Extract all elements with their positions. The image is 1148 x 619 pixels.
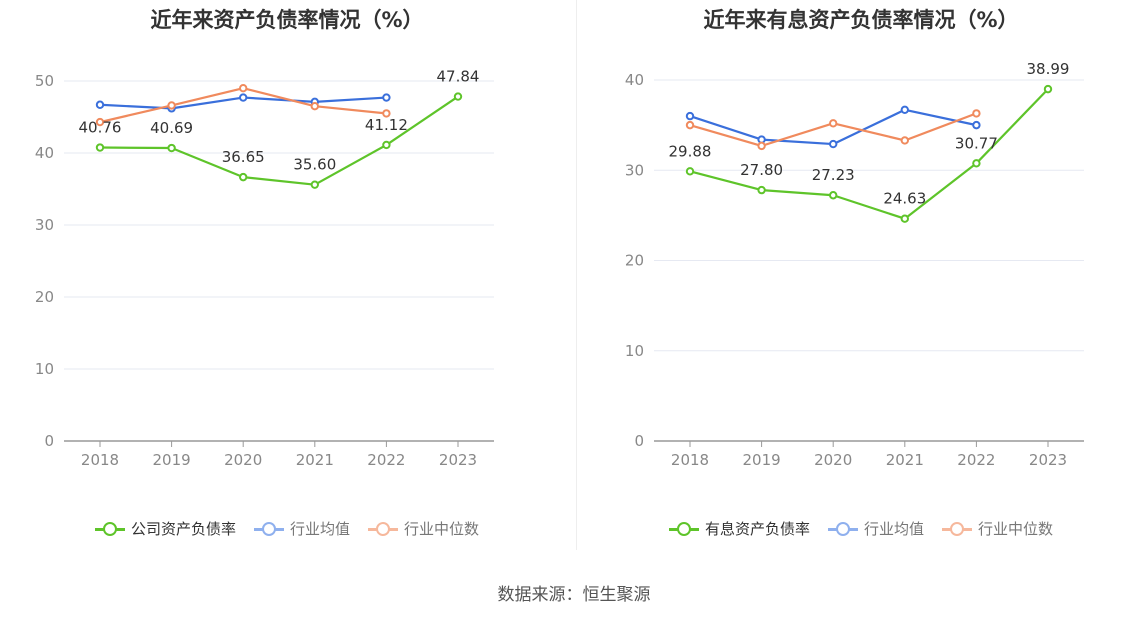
y-tick-label: 20 [625,252,644,270]
x-tick-label: 2018 [81,451,119,469]
chart-title: 近年来资产负债率情况（%） [150,8,424,32]
data-point [829,191,838,200]
legend-item-industry-avg[interactable]: 行业均值 [827,518,924,539]
data-label: 47.84 [437,68,480,86]
data-point [685,120,695,130]
y-tick-label: 20 [35,288,54,306]
legend-swatch-icon [368,521,398,536]
data-label: 27.80 [740,161,783,179]
data-label: 36.65 [222,148,265,166]
chart-legend: 有息资产负债率 行业均值 行业中位数 [574,518,1148,539]
x-tick-label: 2021 [886,451,924,469]
y-tick-label: 0 [44,432,54,450]
series-line-0 [99,95,459,186]
chart-panel-interest-debt-ratio: 近年来有息资产负债率情况（%） 0 10 20 30 40 2018 2019 2020 202… [574,0,1148,560]
x-tick-label: 2019 [743,451,781,469]
data-point [239,172,248,182]
legend-label: 行业均值 [289,520,350,538]
data-point [900,214,909,223]
legend-label: 有息资产负债率 [704,520,810,538]
data-point [1043,84,1053,94]
legend-item-industry-median[interactable]: 行业中位数 [368,518,479,539]
data-point [972,120,981,130]
data-point [95,143,105,152]
y-tick-label: 0 [634,432,644,450]
x-tick-label: 2020 [814,451,852,469]
data-label: 27.23 [812,166,855,184]
data-point [972,159,981,168]
data-label: 40.69 [150,119,193,137]
series-line-0 [689,88,1049,220]
y-tick-label: 10 [35,360,54,378]
x-tick-label: 2023 [1029,451,1067,469]
x-tick-label: 2019 [153,451,191,469]
data-point [95,100,105,109]
chart-panel-debt-ratio: 近年来资产负债率情况（%） 0 10 20 30 40 50 2018 2019 2020 202… [0,0,574,560]
data-source-note: 数据来源：恒生聚源 [497,585,651,605]
data-point [95,117,105,127]
data-point [757,185,766,195]
data-point [685,111,695,121]
series-line-2 [99,87,387,124]
y-tick-label: 50 [35,72,54,90]
data-point [167,101,176,110]
data-label: 29.88 [669,142,712,160]
x-tick-label: 2023 [439,451,477,469]
y-tick-label: 40 [625,71,644,89]
y-tick-label: 30 [35,216,54,234]
data-point [239,93,248,102]
legend-item-company[interactable]: 有息资产负债率 [668,518,810,539]
x-tick-label: 2021 [296,451,334,469]
y-tick-label: 30 [625,161,644,179]
chart-interest-debt-ratio-svg: 0 10 20 30 40 2018 2019 2020 2021 2022 2023 29.88 27… [625,60,1084,469]
data-point [900,105,909,114]
data-point [829,139,838,149]
data-point [453,92,463,101]
data-point [382,109,391,118]
legend-item-company[interactable]: 公司资产负债率 [94,518,236,539]
legend-swatch-icon [827,521,858,536]
data-point [829,119,838,128]
x-tick-label: 2018 [671,451,709,469]
legend-swatch-icon [668,521,699,536]
legend-item-industry-avg[interactable]: 行业均值 [253,518,350,539]
legend-swatch-icon [94,521,125,536]
x-tick-label: 2022 [957,451,995,469]
chart-legend: 公司资产负债率 行业均值 行业中位数 [0,518,574,539]
y-tick-label: 10 [625,342,644,360]
y-tick-label: 40 [35,144,54,162]
data-label: 38.99 [1027,60,1070,78]
legend-swatch-icon [253,521,284,536]
data-point [972,109,981,118]
panel-divider [576,0,577,550]
data-point [382,140,391,150]
legend-item-industry-median[interactable]: 行业中位数 [942,518,1053,539]
x-tick-label: 2020 [224,451,262,469]
data-point [239,84,248,93]
data-point [757,141,766,151]
legend-label: 公司资产负债率 [130,520,236,538]
data-point [310,102,319,111]
chart-title: 近年来有息资产负债率情况（%） [703,8,1019,32]
data-point [167,143,176,153]
data-label: 30.77 [955,134,998,152]
data-point [382,93,391,102]
data-point [685,167,695,176]
x-tick-label: 2022 [367,451,405,469]
data-label: 35.60 [293,156,336,174]
data-label: 41.12 [365,116,408,134]
data-point [310,180,319,189]
legend-label: 行业均值 [863,520,924,538]
data-point [900,136,909,145]
data-label: 40.76 [79,119,122,137]
legend-label: 行业中位数 [404,520,480,538]
chart-debt-ratio-svg: 0 10 20 30 40 50 2018 2019 2020 2021 2022 2023 40.76… [35,68,494,469]
legend-swatch-icon [942,521,972,536]
data-label: 24.63 [883,190,926,208]
legend-label: 行业中位数 [978,520,1054,538]
